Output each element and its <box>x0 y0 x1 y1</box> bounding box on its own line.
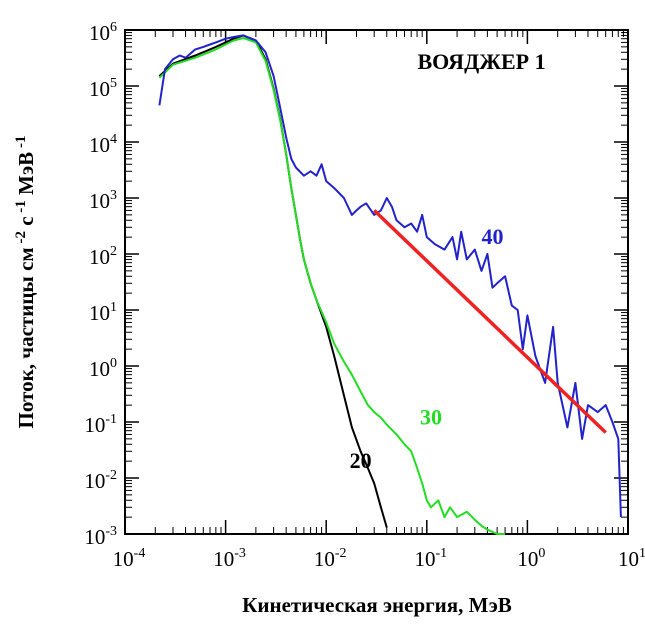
y-axis-title: Поток, частицы см -2 с -1 МэВ -1 <box>13 136 38 429</box>
series-label-40: 40 <box>482 224 504 249</box>
y-tick-label: 10-2 <box>84 468 117 493</box>
tick-labels: 10-4 10-3 10-2 10-1 100 10110-310-210-1100101… <box>84 20 645 571</box>
x-tick-label: 10-1 <box>414 546 447 571</box>
y-tick-label: 102 <box>89 244 117 269</box>
fit-line <box>372 209 607 434</box>
plot-frame <box>124 29 629 535</box>
y-tick-label: 10-3 <box>84 524 117 549</box>
x-tick-label: 10-3 <box>213 546 246 571</box>
x-axis-title: Кинетическая энергия, МэВ <box>242 593 512 617</box>
series-line-40 <box>158 34 622 518</box>
y-tick-label: 101 <box>89 300 117 325</box>
y-tick-label: 104 <box>89 132 117 157</box>
y-tick-label: 105 <box>89 76 117 101</box>
series-label-30: 30 <box>420 405 442 430</box>
x-tick-label: 10-4 <box>113 546 146 571</box>
axis-ticks <box>124 29 629 535</box>
data-series <box>158 34 622 535</box>
series-label-20: 20 <box>350 448 372 473</box>
y-tick-label: 10-1 <box>84 412 117 437</box>
x-tick-label: 10-2 <box>314 546 347 571</box>
x-tick-label: 101 <box>618 546 645 571</box>
annotations: ВОЯДЖЕР 1 40 30 20 <box>350 49 546 473</box>
y-tick-label: 100 <box>89 356 117 381</box>
x-tick-label: 100 <box>517 546 545 571</box>
chart-title: ВОЯДЖЕР 1 <box>417 49 545 74</box>
y-tick-label: 103 <box>89 188 117 213</box>
series-line-30 <box>158 37 506 535</box>
y-tick-label: 106 <box>89 20 117 45</box>
plot-border <box>124 29 629 535</box>
